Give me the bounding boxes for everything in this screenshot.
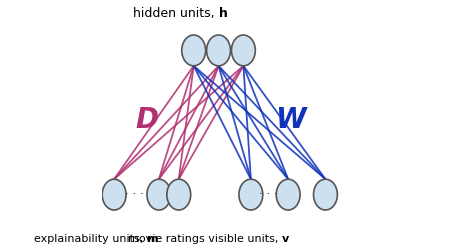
Text: explainability units,: explainability units, — [34, 234, 146, 244]
Text: m: m — [146, 234, 157, 244]
Ellipse shape — [239, 179, 262, 210]
Text: W: W — [275, 106, 305, 134]
Text: h: h — [218, 7, 227, 20]
Ellipse shape — [313, 179, 336, 210]
Text: movie ratings visible units,: movie ratings visible units, — [128, 234, 281, 244]
Ellipse shape — [231, 35, 255, 66]
Text: v: v — [281, 234, 289, 244]
Text: · · ·: · · · — [124, 188, 143, 201]
Ellipse shape — [166, 179, 190, 210]
Ellipse shape — [102, 179, 126, 210]
Text: D: D — [135, 106, 157, 134]
Ellipse shape — [181, 35, 205, 66]
Ellipse shape — [147, 179, 170, 210]
Text: hidden units,: hidden units, — [133, 7, 218, 20]
Ellipse shape — [276, 179, 299, 210]
Text: · · ·: · · · — [258, 188, 277, 201]
Ellipse shape — [206, 35, 230, 66]
